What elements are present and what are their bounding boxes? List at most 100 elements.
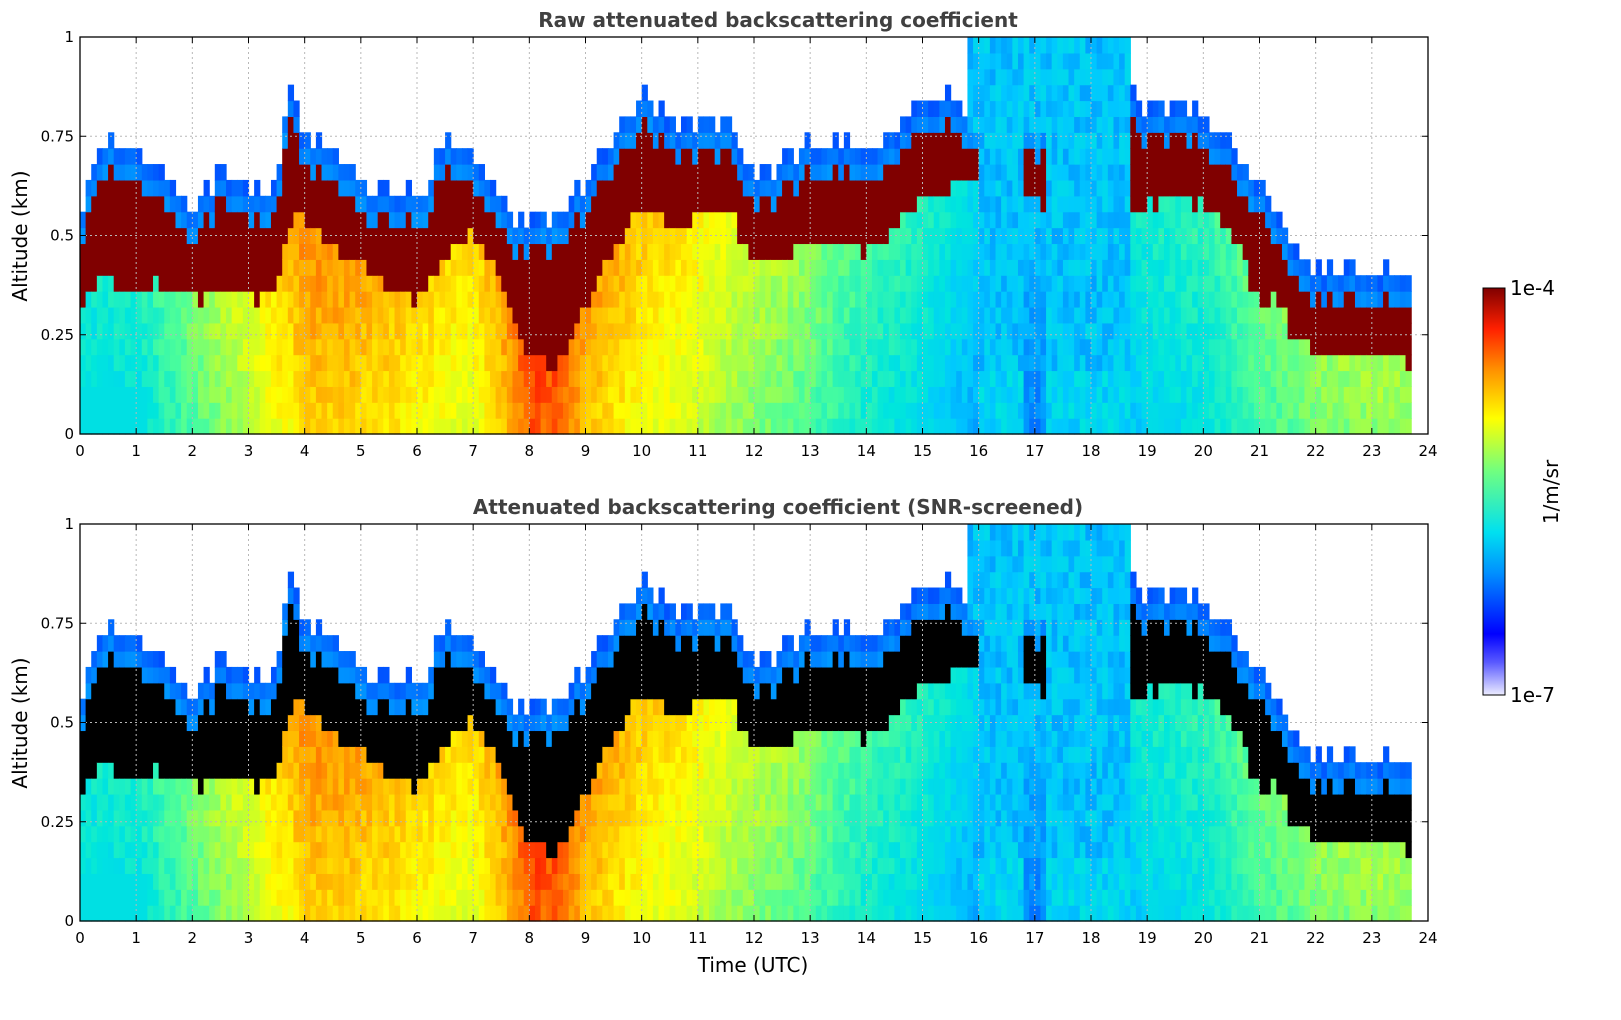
heatmap-column-1-111 <box>703 116 710 435</box>
heatmap-column-1-226 <box>1349 259 1356 435</box>
heatmap-column-1-46 <box>338 164 345 435</box>
heatmap-column-1-184 <box>1113 37 1120 435</box>
panel2-x-tick-label: 10 <box>632 929 651 947</box>
heatmap-column-1-108 <box>686 116 693 435</box>
heatmap-column-1-90 <box>585 179 592 435</box>
heatmap-column-2-57 <box>400 682 407 922</box>
heatmap-column-2-192 <box>1158 587 1165 922</box>
heatmap-column-2-160 <box>978 524 985 922</box>
heatmap-column-1-24 <box>214 164 222 435</box>
heatmap-column-1-41 <box>310 148 317 435</box>
heatmap-column-1-200 <box>1203 116 1210 435</box>
heatmap-column-2-153 <box>939 587 946 922</box>
panel1-x-tick-label: 8 <box>525 442 535 460</box>
heatmap-column-2-77 <box>512 714 519 922</box>
heatmap-column-2-132 <box>821 635 828 922</box>
heatmap-column-1-61 <box>422 195 429 435</box>
heatmap-column-1-205 <box>1231 148 1238 435</box>
heatmap-column-2-84 <box>551 698 559 922</box>
heatmap-column-1-51 <box>366 195 373 435</box>
heatmap-column-2-82 <box>540 698 547 922</box>
heatmap-column-2-26 <box>226 666 233 922</box>
heatmap-column-1-192 <box>1158 100 1165 435</box>
heatmap-column-1-49 <box>355 179 362 435</box>
heatmap-column-2-138 <box>855 635 862 922</box>
heatmap-column-1-162 <box>989 37 997 435</box>
heatmap-column-2-133 <box>827 635 834 922</box>
heatmap-column-2-68 <box>461 635 469 922</box>
heatmap-column-1-135 <box>838 148 845 435</box>
heatmap-column-2-9 <box>130 635 137 922</box>
heatmap-column-2-216 <box>1293 730 1300 922</box>
heatmap-column-1-4 <box>102 148 109 435</box>
heatmap-column-1-215 <box>1287 243 1294 435</box>
heatmap-column-1-232 <box>1383 259 1390 435</box>
panel2-x-tick-label: 21 <box>1250 929 1269 947</box>
heatmap-column-2-90 <box>585 666 592 922</box>
heatmap-column-2-228 <box>1360 762 1367 922</box>
heatmap-column-2-208 <box>1248 666 1255 922</box>
heatmap-column-2-137 <box>849 635 856 922</box>
heatmap-column-1-69 <box>467 148 474 435</box>
heatmap-column-2-207 <box>1242 651 1249 922</box>
heatmap-column-2-148 <box>911 587 918 922</box>
heatmap-column-2-3 <box>96 635 104 922</box>
heatmap-column-2-147 <box>905 603 912 922</box>
heatmap-column-2-220 <box>1315 746 1322 922</box>
heatmap-column-1-194 <box>1169 100 1176 435</box>
heatmap-column-2-87 <box>568 682 575 922</box>
heatmap-column-1-136 <box>843 132 851 435</box>
heatmap-column-1-89 <box>579 195 587 435</box>
panel2-x-tick-label: 0 <box>75 929 85 947</box>
heatmap-column-1-95 <box>613 132 620 435</box>
heatmap-column-1-190 <box>1147 100 1154 435</box>
heatmap-column-1-203 <box>1220 132 1227 435</box>
heatmap-column-2-11 <box>141 651 148 922</box>
heatmap-column-2-126 <box>787 635 794 922</box>
heatmap-column-2-60 <box>417 682 424 922</box>
heatmap-column-1-77 <box>512 227 519 435</box>
heatmap-column-1-139 <box>860 148 867 435</box>
heatmap-column-2-58 <box>405 666 412 922</box>
heatmap-column-2-146 <box>900 603 907 922</box>
heatmap-column-1-122 <box>765 164 772 435</box>
heatmap-column-2-91 <box>591 651 598 922</box>
heatmap-column-2-163 <box>995 524 1002 922</box>
heatmap-column-2-234 <box>1394 762 1401 922</box>
heatmap-column-1-132 <box>821 148 828 435</box>
heatmap-column-1-196 <box>1180 100 1188 435</box>
heatmap-column-2-131 <box>815 635 822 922</box>
heatmap-column-2-80 <box>529 698 536 922</box>
heatmap-column-2-190 <box>1147 587 1154 922</box>
heatmap-column-2-19 <box>186 698 193 922</box>
heatmap-column-2-49 <box>355 666 362 922</box>
heatmap-column-1-110 <box>697 116 705 435</box>
heatmap-column-2-106 <box>675 619 682 922</box>
heatmap-column-2-227 <box>1354 762 1362 922</box>
heatmap-column-1-173 <box>1051 37 1058 435</box>
heatmap-column-2-122 <box>765 651 772 922</box>
heatmap-column-1-118 <box>742 164 749 435</box>
heatmap-column-2-35 <box>276 651 283 922</box>
heatmap-column-2-236 <box>1405 762 1412 922</box>
heatmap-column-1-16 <box>169 179 177 435</box>
panel2-x-tick-label: 13 <box>801 929 820 947</box>
panel1-x-tick-label: 0 <box>75 442 85 460</box>
heatmap-column-1-97 <box>624 116 632 435</box>
heatmap-column-1-57 <box>400 195 407 435</box>
heatmap-column-1-160 <box>978 37 985 435</box>
heatmap-column-2-64 <box>439 635 446 922</box>
heatmap-column-1-105 <box>669 116 676 435</box>
panel1-x-tick-label: 12 <box>744 442 763 460</box>
heatmap-column-2-157 <box>961 603 969 922</box>
heatmap-column-1-42 <box>315 132 323 435</box>
heatmap-column-2-172 <box>1046 524 1053 922</box>
panel2-x-tick-label: 14 <box>857 929 876 947</box>
panel1-x-tick-label: 21 <box>1250 442 1269 460</box>
heatmap-column-2-156 <box>956 587 963 922</box>
heatmap-column-1-176 <box>1068 37 1075 435</box>
heatmap-column-1-210 <box>1259 179 1266 435</box>
panel2-x-tick-label: 3 <box>244 929 254 947</box>
heatmap-column-1-209 <box>1253 179 1261 435</box>
heatmap-column-1-223 <box>1332 275 1339 435</box>
